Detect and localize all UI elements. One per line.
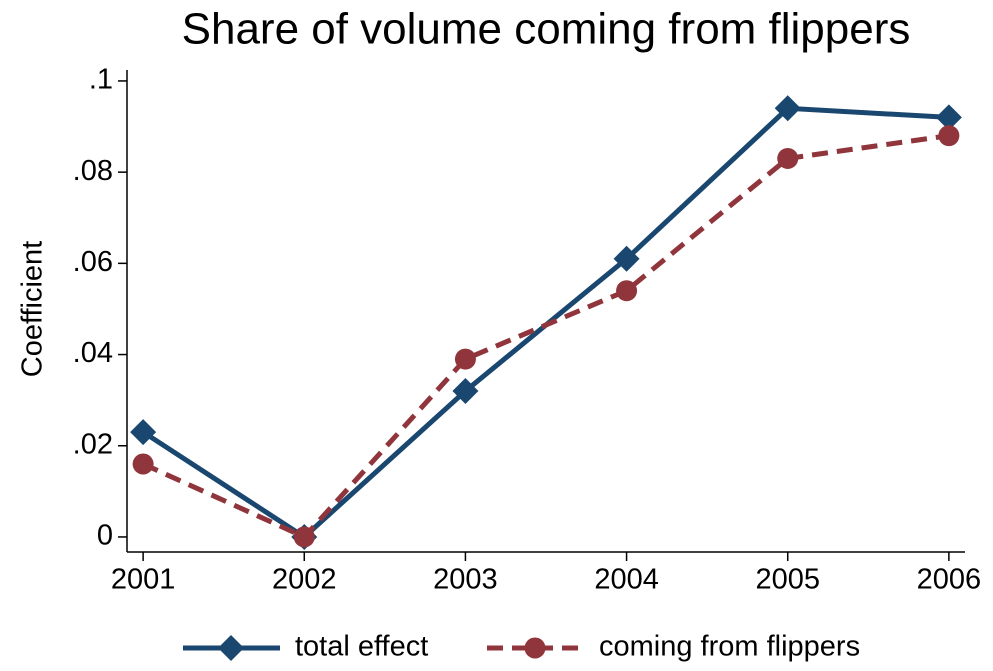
data-point [454, 348, 476, 370]
data-point [935, 104, 962, 131]
y-tick-label: .04 [73, 337, 113, 369]
legend-marker [524, 637, 546, 659]
series-line [142, 133, 950, 540]
y-tick-label: .06 [73, 246, 113, 278]
chart-title: Share of volume coming from flippers [182, 5, 911, 54]
x-tick-label: 2005 [755, 564, 820, 596]
y-tick-label: .08 [73, 155, 113, 187]
legend-marker [218, 635, 244, 661]
data-point [777, 147, 799, 169]
y-tick-label: .02 [73, 428, 113, 460]
x-tick-label: 2002 [272, 564, 337, 596]
y-axis-title: Coefficient [17, 241, 49, 378]
x-tick-label: 2004 [594, 564, 659, 596]
x-tick-label: 2006 [917, 564, 982, 596]
x-tick-label: 2001 [111, 564, 176, 596]
x-tick-label: 2003 [433, 564, 498, 596]
data-point [132, 453, 154, 475]
y-tick-label: 0 [97, 520, 113, 552]
legend-label: total effect [295, 631, 428, 663]
y-tick-label: .1 [89, 64, 113, 96]
data-point [774, 95, 801, 122]
data-point [130, 419, 157, 446]
data-point [452, 378, 479, 405]
data-point [293, 526, 315, 548]
data-point [616, 280, 638, 302]
legend-label: coming from flippers [599, 631, 860, 663]
data-point [938, 125, 960, 147]
data-point [613, 245, 640, 272]
